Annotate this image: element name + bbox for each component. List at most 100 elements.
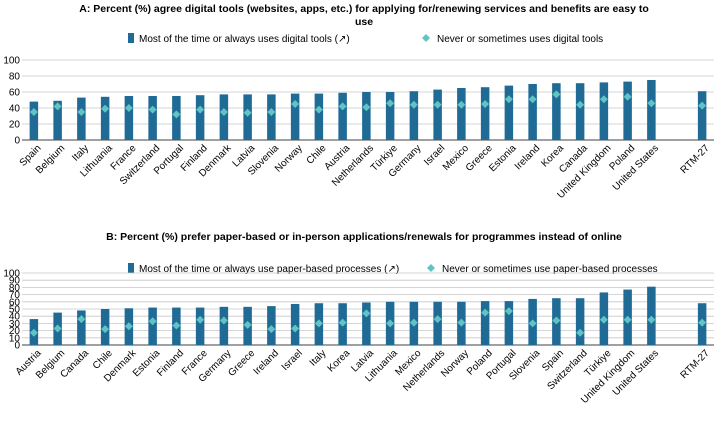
diamond-marker bbox=[599, 315, 608, 324]
bar bbox=[362, 92, 371, 140]
diamond-marker bbox=[647, 315, 656, 324]
bar bbox=[575, 83, 585, 140]
diamond-marker bbox=[196, 105, 205, 114]
diamond-marker bbox=[457, 318, 466, 327]
legend-diamond-label: Never or sometimes use paper-based proce… bbox=[442, 264, 658, 275]
panel-a-title-line2: use bbox=[355, 16, 373, 28]
bar bbox=[647, 80, 656, 140]
y-tick-label: 20 bbox=[9, 326, 21, 337]
diamond-marker bbox=[409, 318, 418, 327]
legend-bar-label: Most of the time or always use paper-bas… bbox=[139, 264, 399, 275]
diamond-marker bbox=[314, 319, 323, 328]
y-tick-label: 0 bbox=[14, 341, 20, 352]
bar bbox=[552, 83, 561, 140]
bar bbox=[243, 94, 252, 140]
y-tick-label: 70 bbox=[9, 290, 21, 301]
y-tick-label: 90 bbox=[9, 276, 21, 287]
y-tick-label: 80 bbox=[9, 283, 21, 294]
legend-diamond-swatch bbox=[422, 34, 430, 42]
y-tick-label: 100 bbox=[3, 56, 20, 67]
bar bbox=[623, 81, 632, 140]
diamond-marker bbox=[552, 90, 561, 99]
diamond-marker bbox=[219, 108, 228, 116]
diamond-marker bbox=[698, 101, 707, 110]
panel-a-title-line1: A: Percent (%) agree digital tools (webs… bbox=[79, 3, 649, 15]
bar bbox=[433, 89, 442, 140]
diamond-marker bbox=[386, 99, 395, 108]
y-tick-label: 50 bbox=[9, 305, 21, 316]
diamond-marker bbox=[29, 108, 38, 116]
panel-a-legend: Most of the time or always uses digital … bbox=[128, 33, 603, 45]
bar bbox=[219, 94, 229, 140]
diamond-marker bbox=[409, 100, 418, 109]
x-category-label: Israel bbox=[280, 348, 305, 373]
diamond-marker bbox=[148, 105, 157, 114]
y-tick-label: 20 bbox=[9, 120, 21, 131]
diamond-marker bbox=[148, 317, 157, 326]
diamond-marker bbox=[528, 95, 537, 104]
y-tick-label: 60 bbox=[9, 88, 21, 99]
diamond-marker bbox=[196, 315, 205, 324]
diamond-marker bbox=[552, 316, 561, 325]
bar bbox=[77, 97, 86, 140]
diamond-marker bbox=[124, 104, 133, 112]
bar bbox=[575, 298, 585, 345]
x-category-label: Italy bbox=[308, 348, 329, 369]
bar bbox=[267, 94, 276, 140]
x-category-label: Finland bbox=[155, 348, 186, 379]
diamond-marker bbox=[77, 108, 86, 116]
bar bbox=[385, 92, 395, 140]
y-tick-label: 10 bbox=[9, 333, 21, 344]
diamond-marker bbox=[101, 104, 110, 113]
bar bbox=[100, 96, 110, 140]
legend-bar-label: Most of the time or always uses digital … bbox=[139, 34, 350, 45]
bar bbox=[599, 82, 609, 140]
y-tick-label: 0 bbox=[14, 136, 20, 147]
diamond-marker bbox=[698, 318, 707, 327]
bar bbox=[457, 88, 466, 140]
bar bbox=[148, 96, 157, 140]
diamond-marker bbox=[599, 95, 608, 104]
bar bbox=[362, 302, 371, 345]
bar bbox=[219, 306, 229, 345]
y-tick-label: 80 bbox=[9, 72, 21, 83]
diamond-marker bbox=[267, 325, 276, 334]
diamond-marker bbox=[267, 108, 276, 116]
x-category-label: RTM-27 bbox=[679, 348, 712, 381]
bar bbox=[290, 93, 300, 140]
diamond-marker bbox=[647, 99, 656, 108]
diamond-marker bbox=[386, 319, 395, 328]
diamond-marker bbox=[338, 102, 347, 111]
diamond-marker bbox=[77, 315, 86, 324]
diamond-marker bbox=[291, 100, 300, 108]
bar bbox=[124, 96, 134, 140]
bar bbox=[433, 301, 442, 345]
y-tick-label: 40 bbox=[9, 312, 21, 323]
diamond-marker bbox=[243, 320, 252, 329]
y-tick-label: 40 bbox=[9, 104, 21, 115]
bar bbox=[148, 307, 157, 345]
panel-b-legend: Most of the time or always use paper-bas… bbox=[128, 263, 658, 275]
bar bbox=[504, 85, 514, 140]
diamond-marker bbox=[576, 100, 585, 109]
diamond-marker bbox=[433, 100, 442, 109]
bar bbox=[480, 301, 490, 345]
bar bbox=[697, 91, 707, 140]
diamond-marker bbox=[219, 316, 228, 325]
diamond-marker bbox=[623, 315, 632, 324]
diamond-marker bbox=[172, 110, 181, 119]
diamond-marker bbox=[504, 307, 513, 316]
x-category-label: RTM-27 bbox=[679, 143, 712, 176]
x-category-label: Ireland bbox=[513, 143, 542, 172]
diamond-marker bbox=[29, 328, 38, 337]
legend-bar-swatch bbox=[128, 263, 134, 273]
diamond-marker bbox=[362, 103, 371, 112]
diamond-marker bbox=[291, 324, 300, 333]
legend-diamond-swatch bbox=[427, 264, 435, 272]
diamond-marker bbox=[481, 100, 490, 108]
x-category-label: Greece bbox=[226, 348, 257, 379]
x-category-label: Ireland bbox=[252, 348, 281, 377]
y-tick-label: 30 bbox=[9, 319, 21, 330]
bar bbox=[528, 84, 537, 140]
